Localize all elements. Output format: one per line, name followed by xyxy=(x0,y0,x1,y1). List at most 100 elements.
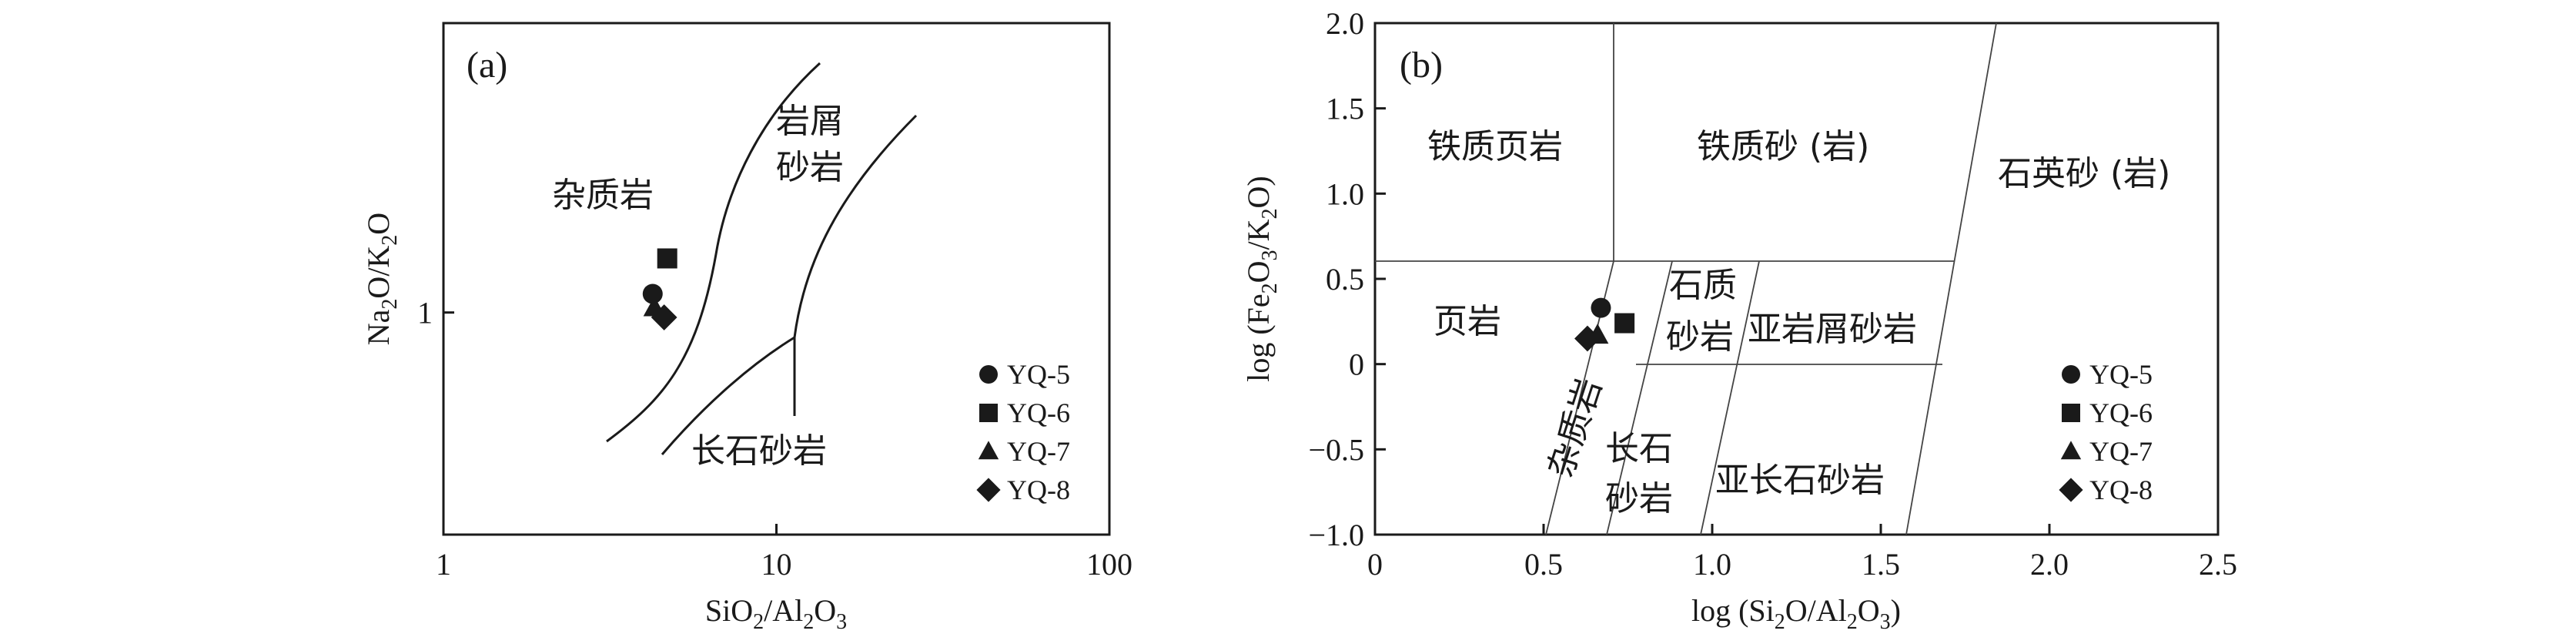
panel-b-x-axis-label: log (Si2O/Al2O3) xyxy=(1691,593,1901,634)
panel-b-y-tick-label: −1.0 xyxy=(1308,518,1364,552)
panel-a-xlabel-sub: 3 xyxy=(836,610,847,634)
panel-b-ylabel-sub: 2 xyxy=(1258,208,1282,219)
legend-label-yq-8: YQ-8 xyxy=(2089,475,2153,505)
panel-b-x-tick-label: 0 xyxy=(1367,547,1383,582)
panel-b-y-tick-label: 1.0 xyxy=(1326,176,1364,211)
panel-a-y-tick-label: 1 xyxy=(417,296,433,330)
legend-marker-yq-6 xyxy=(2062,404,2080,422)
panel-a-tick-labels: 1 10 100 1 xyxy=(417,296,1132,582)
panel-b-legend: YQ-5 YQ-6 YQ-7 YQ-8 xyxy=(2059,359,2153,505)
panel-b-boundary-quartz xyxy=(1905,22,1997,535)
panel-b-x-tick-label: 2.5 xyxy=(2199,547,2237,582)
panel-a-boundary-right xyxy=(793,114,918,338)
panel-b-region-tiezhi-sha: 铁质砂 (岩) xyxy=(1697,127,1869,166)
panel-a-ylabel-sub: 2 xyxy=(378,235,402,246)
panel-b-region-yachangshi: 亚长石砂岩 xyxy=(1715,461,1885,500)
panel-a-region-yanxie: 岩屑 xyxy=(776,102,844,141)
panel-b-xlabel-part: ) xyxy=(1891,593,1901,628)
legend-marker-yq-7 xyxy=(978,441,999,460)
legend-marker-yq-8 xyxy=(2059,478,2083,502)
legend-label-yq-6: YQ-6 xyxy=(1007,397,1070,428)
panel-a-points xyxy=(642,248,677,330)
panel-a-point-yq-5 xyxy=(642,283,663,304)
panel-b-points xyxy=(1574,297,1635,352)
panel-b-region-shizhi: 石质 xyxy=(1669,266,1737,305)
panel-b-y-tick-label: 0 xyxy=(1349,347,1364,382)
panel-a-label: (a) xyxy=(467,45,507,86)
panel-b-xlabel-part: log (Si xyxy=(1691,593,1775,628)
panel-b-y-tick-label: 2.0 xyxy=(1326,6,1364,41)
panel-b-x-tick-label: 0.5 xyxy=(1524,547,1563,582)
panel-a-ylabel-part: O/K xyxy=(361,246,396,299)
panel-a-x-axis-label: SiO2/Al2O3 xyxy=(705,593,847,634)
panel-a-boundary-left xyxy=(606,62,821,443)
panel-b-x-tick-label: 1.0 xyxy=(1693,547,1731,582)
panel-a-xlabel-part: SiO xyxy=(705,593,753,628)
panel-a-ylabel-part: O xyxy=(361,213,396,235)
panel-b-x-tick-label: 1.5 xyxy=(1862,547,1900,582)
legend-label-yq-7: YQ-7 xyxy=(2089,436,2153,467)
panel-b-tick-labels: 0 0.5 1.0 1.5 2.0 2.5 −1.0 −0.5 0 0.5 1.0 1.5 2.0 xyxy=(1308,6,2237,582)
panel-b-ylabel-sub: 3 xyxy=(1258,250,1282,260)
panel-a-region-shayan: 砂岩 xyxy=(776,148,844,187)
panel-b-point-yq-6 xyxy=(1614,313,1635,334)
panel-a-y-axis-label: Na2O/K2O xyxy=(361,213,402,345)
panel-a-xlabel-sub: 2 xyxy=(753,610,764,634)
panel-b-xlabel-part: O/Al xyxy=(1785,593,1847,628)
panel-b-xlabel-sub: 2 xyxy=(1847,610,1858,634)
panel-b-label: (b) xyxy=(1400,45,1443,86)
panel-b-ylabel-part: /K xyxy=(1241,219,1276,250)
panel-a-point-yq-8 xyxy=(651,304,677,330)
legend-marker-yq-6 xyxy=(979,404,998,422)
panel-a-x-tick-label: 1 xyxy=(436,547,451,582)
legend-marker-yq-8 xyxy=(976,478,1001,502)
legend-label-yq-5: YQ-5 xyxy=(2089,359,2153,390)
panel-b-region-yayanxie: 亚岩屑砂岩 xyxy=(1748,310,1917,349)
panel-b-region-shayan: 砂岩 xyxy=(1666,317,1734,357)
panel-b-region-tiezhi-yeyan: 铁质页岩 xyxy=(1427,127,1563,166)
legend-marker-yq-7 xyxy=(2060,441,2082,460)
legend-label-yq-5: YQ-5 xyxy=(1007,359,1070,390)
panel-a-x-tick-label: 10 xyxy=(761,547,792,582)
panel-a-legend: YQ-5 YQ-6 YQ-7 YQ-8 xyxy=(976,359,1070,505)
panel-a-ylabel-part: Na xyxy=(361,309,396,345)
legend-label-yq-6: YQ-6 xyxy=(2089,397,2153,428)
panel-b-y-tick-label: 0.5 xyxy=(1326,262,1364,297)
panel-a-ylabel-sub: 2 xyxy=(378,299,402,310)
panel-a-region-zazhiyan: 杂质岩 xyxy=(552,176,654,215)
panel-b-ticks xyxy=(1373,22,2220,536)
panel-b-region-zazhiyan: 杂质岩 xyxy=(1541,374,1610,482)
panel-b-ylabel-part: O) xyxy=(1241,176,1276,208)
panel-b-xlabel-part: O xyxy=(1858,593,1880,628)
panel-b-ylabel-part: O xyxy=(1241,260,1276,283)
panel-b-ylabel-part: log (Fe xyxy=(1241,293,1276,381)
panel-b-boundary-zazhi-right xyxy=(1606,260,1673,535)
panel-a-x-tick-label: 100 xyxy=(1086,547,1132,582)
panel-a-boundary-lower xyxy=(661,336,795,455)
panel-b-point-yq-5 xyxy=(1591,297,1611,318)
panel-b-ylabel-sub: 2 xyxy=(1258,283,1282,293)
panel-b-point-yq-8 xyxy=(1574,325,1601,352)
panel-b-region-yeyan: 页岩 xyxy=(1434,302,1501,341)
panel-a-xlabel-sub: 2 xyxy=(803,610,814,634)
panel-b-y-tick-label: 1.5 xyxy=(1326,92,1364,126)
panel-b-region-shayan-2: 砂岩 xyxy=(1605,479,1673,518)
panel-a-ticks xyxy=(442,311,1111,535)
panel-b-y-tick-label: −0.5 xyxy=(1308,432,1364,467)
legend-label-yq-8: YQ-8 xyxy=(1007,475,1070,505)
panel-b: 0 0.5 1.0 1.5 2.0 2.5 −1.0 −0.5 0 0.5 1.0 1.5 2.0 (b… xyxy=(1241,6,2237,634)
panel-b-x-tick-label: 2.0 xyxy=(2030,547,2069,582)
panel-a-xlabel-part: /Al xyxy=(764,593,803,628)
panel-b-region-changshi: 长石 xyxy=(1605,429,1673,468)
panel-b-xlabel-sub: 2 xyxy=(1775,610,1785,634)
panel-b-y-axis-label: log (Fe2O3/K2O) xyxy=(1241,176,1282,382)
legend-marker-yq-5 xyxy=(979,365,998,384)
legend-label-yq-7: YQ-7 xyxy=(1007,436,1070,467)
legend-marker-yq-5 xyxy=(2062,365,2080,384)
panel-a-point-yq-6 xyxy=(657,248,677,269)
panel-a-region-changshi: 长石砂岩 xyxy=(691,431,827,471)
panel-b-boundary-v2 xyxy=(1700,260,1760,535)
